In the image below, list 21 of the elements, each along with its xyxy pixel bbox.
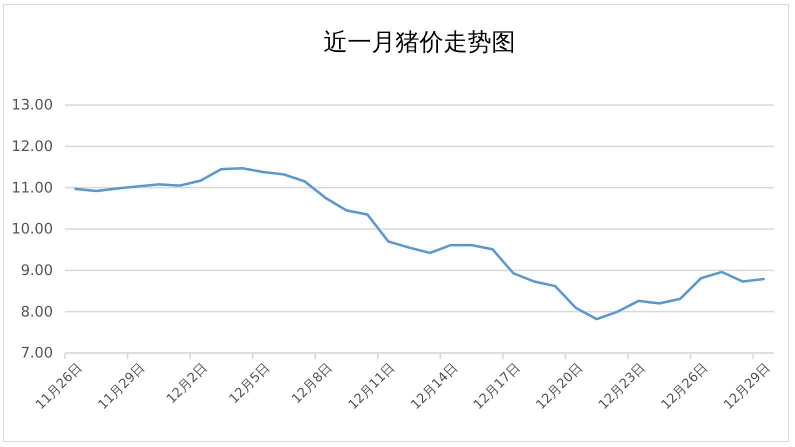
y-tick-label: 9.00	[20, 262, 53, 279]
y-tick-label: 10.00	[11, 222, 53, 238]
x-tick-label: 12月17日	[470, 360, 524, 413]
chart-title: 近一月猪价走势图	[324, 28, 516, 56]
x-tick-label: 12月29日	[721, 360, 774, 413]
y-tick-label: 12.00	[11, 138, 53, 155]
x-tick-label: 12月5日	[226, 360, 274, 407]
y-tick-label: 11.00	[11, 180, 53, 196]
y-tick-label: 8.00	[20, 304, 53, 320]
x-tick-label: 12月20日	[534, 360, 586, 413]
x-tick-label: 12月8日	[289, 360, 336, 407]
y-tick-label: 7.00	[20, 346, 53, 362]
y-tick-label: 13.00	[11, 98, 53, 114]
x-tick-label: 12月14日	[408, 360, 461, 413]
x-tick-label: 12月2日	[164, 360, 211, 407]
x-tick-label: 12月26日	[658, 360, 712, 413]
x-tick-label: 12月11日	[346, 360, 398, 413]
x-tick-label: 11月29日	[96, 360, 148, 413]
x-tick-label: 12月23日	[596, 360, 648, 413]
x-tick-label: 11月26日	[33, 360, 86, 413]
line-series	[74, 166, 765, 320]
